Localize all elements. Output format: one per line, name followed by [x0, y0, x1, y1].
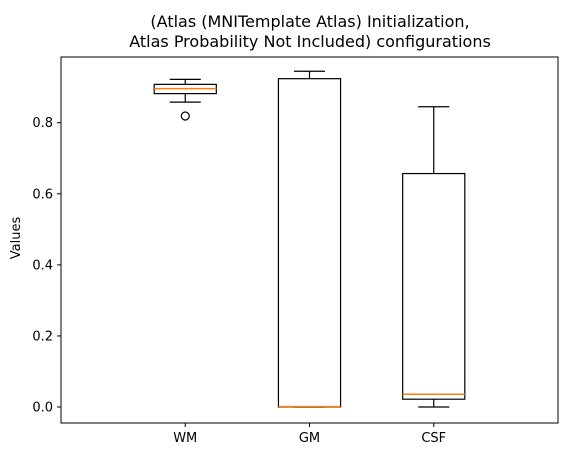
- y-tick-label: 0.8: [32, 116, 53, 131]
- y-tick-label: 0.4: [32, 258, 53, 273]
- x-tick-label: GM: [299, 431, 320, 446]
- y-tick-label: 0.0: [32, 401, 53, 416]
- outlier-point: [180, 111, 190, 121]
- y-tick-label: 0.2: [32, 329, 53, 344]
- plot-frame: [60, 56, 559, 424]
- chart-title-line-2: Atlas Probability Not Included) configur…: [129, 32, 491, 51]
- y-tick-label: 0.6: [32, 187, 53, 202]
- x-tick-label: CSF: [421, 431, 446, 446]
- y-axis-label: Values: [9, 217, 24, 260]
- chart-title-line-1: (Atlas (MNITemplate Atlas) Initializatio…: [150, 12, 469, 31]
- plot-area: 0.0 0.2 0.4 0.6 0.8 WM GM CSF: [32, 56, 559, 446]
- box-iqr: [277, 78, 342, 408]
- box-iqr: [402, 172, 466, 400]
- x-tick-label: WM: [173, 431, 197, 446]
